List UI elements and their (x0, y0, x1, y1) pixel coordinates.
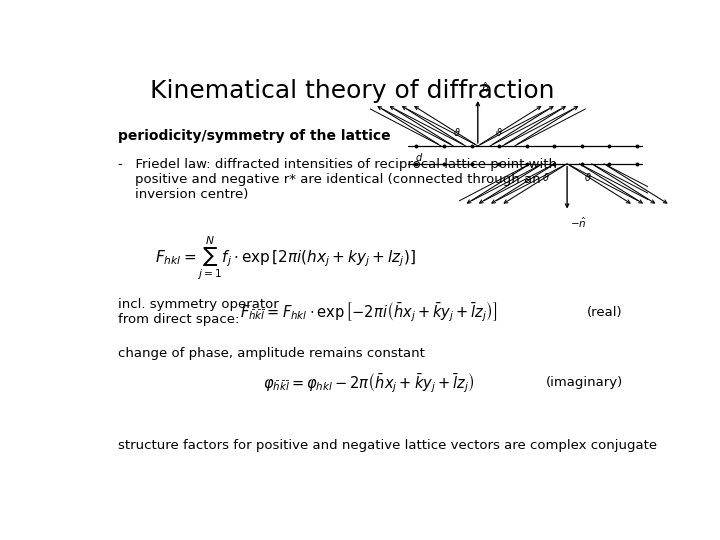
Text: change of phase, amplitude remains constant: change of phase, amplitude remains const… (118, 347, 425, 360)
Text: $F_{hkl} = \sum_{j=1}^{N} f_j \cdot \exp\left[2\pi i\left(hx_j + ky_j + lz_j\rig: $F_{hkl} = \sum_{j=1}^{N} f_j \cdot \exp… (155, 234, 416, 282)
Text: $F_{\bar{h}\bar{k}\bar{l}} = F_{hkl} \cdot \exp\left[-2\pi i\left(\bar{h}x_j + \: $F_{\bar{h}\bar{k}\bar{l}} = F_{hkl} \cd… (240, 300, 498, 324)
Text: $\vartheta$: $\vartheta$ (585, 171, 593, 183)
Text: $-\hat{n}$: $-\hat{n}$ (570, 216, 587, 230)
Text: $\hat{n}$: $\hat{n}$ (481, 81, 488, 95)
Text: (real): (real) (588, 306, 623, 319)
Text: $\vartheta$: $\vartheta$ (495, 126, 503, 138)
Text: periodicity/symmetry of the lattice: periodicity/symmetry of the lattice (118, 129, 390, 143)
Text: -   Friedel law: diffracted intensities of reciprocal lattice point with
    pos: - Friedel law: diffracted intensities of… (118, 158, 557, 201)
Text: incl. symmetry operator
from direct space:: incl. symmetry operator from direct spac… (118, 298, 279, 326)
Text: Kinematical theory of diffraction: Kinematical theory of diffraction (150, 79, 554, 103)
Text: $\varphi_{\bar{h}\bar{k}\bar{l}} = \varphi_{hkl} - 2\pi\left(\bar{h}x_j + \bar{k: $\varphi_{\bar{h}\bar{k}\bar{l}} = \varp… (264, 371, 474, 395)
Text: $\vartheta$: $\vartheta$ (542, 171, 550, 183)
Text: $\vartheta$: $\vartheta$ (453, 126, 461, 138)
Text: $d$: $d$ (415, 151, 423, 163)
Text: (imaginary): (imaginary) (546, 376, 623, 389)
Text: structure factors for positive and negative lattice vectors are complex conjugat: structure factors for positive and negat… (118, 439, 657, 452)
